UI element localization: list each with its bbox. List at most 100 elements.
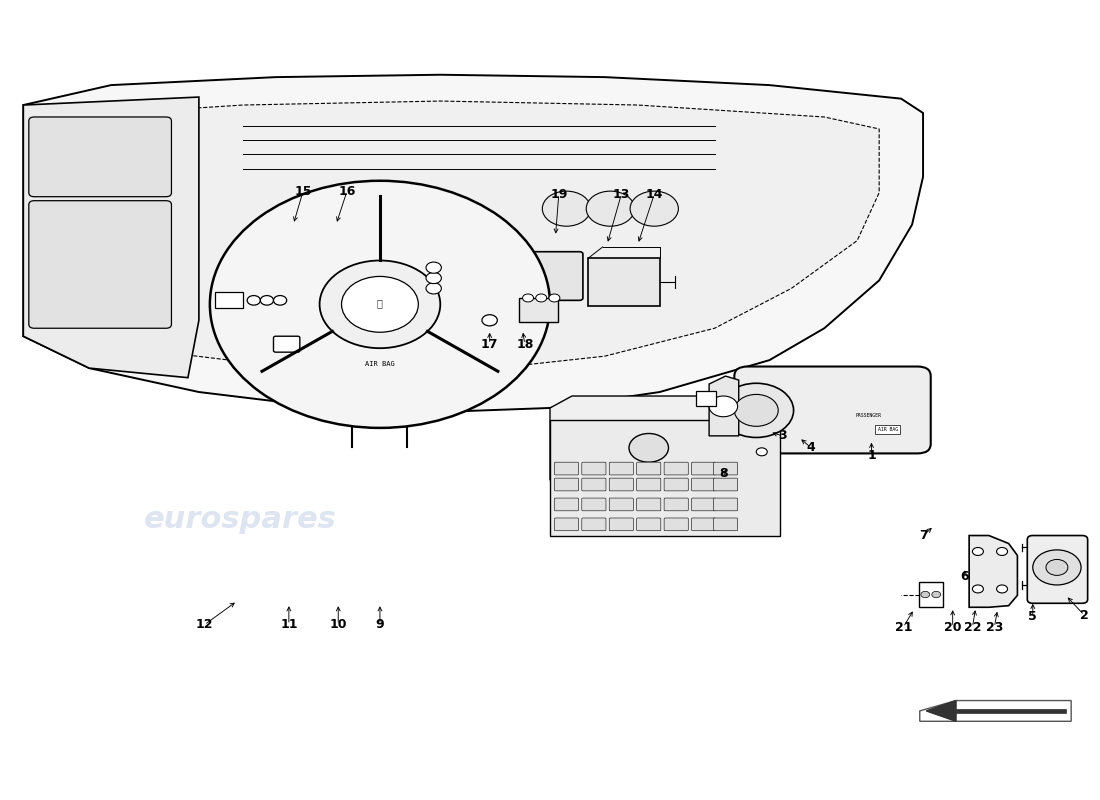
Circle shape: [586, 191, 635, 226]
Text: 3: 3: [779, 430, 786, 442]
Text: eurospares: eurospares: [550, 226, 742, 255]
FancyBboxPatch shape: [519, 298, 558, 322]
FancyBboxPatch shape: [692, 478, 716, 491]
Circle shape: [536, 294, 547, 302]
FancyBboxPatch shape: [714, 462, 738, 475]
FancyBboxPatch shape: [29, 117, 172, 197]
Text: 13: 13: [613, 188, 630, 201]
Text: 15: 15: [295, 185, 312, 198]
Text: eurospares: eurospares: [550, 505, 742, 534]
FancyBboxPatch shape: [588, 258, 660, 306]
FancyBboxPatch shape: [554, 498, 579, 511]
Circle shape: [997, 547, 1008, 555]
Text: AIR BAG: AIR BAG: [878, 427, 898, 432]
FancyBboxPatch shape: [696, 391, 716, 406]
Circle shape: [274, 295, 287, 305]
Text: 12: 12: [196, 618, 213, 631]
FancyBboxPatch shape: [714, 498, 738, 511]
Polygon shape: [926, 701, 956, 722]
Circle shape: [1046, 559, 1068, 575]
Text: 18: 18: [516, 338, 534, 350]
Circle shape: [921, 591, 929, 598]
FancyBboxPatch shape: [582, 462, 606, 475]
Circle shape: [710, 396, 738, 417]
Text: 22: 22: [964, 621, 981, 634]
FancyBboxPatch shape: [582, 518, 606, 530]
Polygon shape: [710, 376, 739, 436]
Circle shape: [1033, 550, 1081, 585]
Circle shape: [972, 547, 983, 555]
Circle shape: [932, 591, 940, 598]
FancyBboxPatch shape: [637, 478, 661, 491]
Circle shape: [972, 585, 983, 593]
FancyBboxPatch shape: [714, 478, 738, 491]
FancyBboxPatch shape: [216, 292, 243, 308]
Text: 14: 14: [646, 188, 663, 201]
Text: 16: 16: [339, 185, 355, 198]
FancyBboxPatch shape: [29, 201, 172, 328]
FancyBboxPatch shape: [692, 518, 716, 530]
Text: 20: 20: [944, 621, 961, 634]
Text: 5: 5: [1028, 610, 1037, 623]
Polygon shape: [56, 101, 879, 368]
Text: 17: 17: [481, 338, 498, 350]
Circle shape: [343, 277, 365, 292]
Text: 10: 10: [330, 618, 346, 631]
FancyBboxPatch shape: [664, 498, 689, 511]
Text: 🐎: 🐎: [377, 298, 383, 308]
FancyBboxPatch shape: [664, 518, 689, 530]
Circle shape: [629, 434, 669, 462]
FancyBboxPatch shape: [918, 582, 943, 607]
FancyBboxPatch shape: [508, 252, 583, 300]
Text: 11: 11: [280, 618, 298, 631]
Circle shape: [261, 295, 274, 305]
Circle shape: [719, 383, 793, 438]
FancyBboxPatch shape: [692, 462, 716, 475]
FancyBboxPatch shape: [637, 462, 661, 475]
Text: 6: 6: [960, 570, 969, 583]
Circle shape: [549, 294, 560, 302]
FancyBboxPatch shape: [554, 518, 579, 530]
Circle shape: [426, 273, 441, 284]
FancyBboxPatch shape: [609, 462, 634, 475]
Circle shape: [997, 585, 1008, 593]
Text: PASSENGER: PASSENGER: [856, 414, 881, 418]
FancyBboxPatch shape: [637, 518, 661, 530]
FancyBboxPatch shape: [554, 478, 579, 491]
FancyBboxPatch shape: [609, 498, 634, 511]
Circle shape: [341, 277, 418, 332]
Text: eurospares: eurospares: [144, 505, 337, 534]
Polygon shape: [550, 396, 769, 492]
FancyBboxPatch shape: [664, 462, 689, 475]
FancyBboxPatch shape: [664, 478, 689, 491]
Text: 21: 21: [894, 621, 912, 634]
Polygon shape: [969, 535, 1018, 607]
Text: 1: 1: [867, 450, 876, 462]
Text: 8: 8: [719, 467, 728, 480]
FancyBboxPatch shape: [692, 498, 716, 511]
FancyBboxPatch shape: [550, 420, 780, 535]
Circle shape: [522, 294, 534, 302]
Text: 7: 7: [918, 529, 927, 542]
FancyBboxPatch shape: [609, 518, 634, 530]
FancyBboxPatch shape: [735, 366, 931, 454]
Text: 4: 4: [806, 442, 815, 454]
Circle shape: [248, 295, 261, 305]
FancyBboxPatch shape: [274, 336, 300, 352]
FancyBboxPatch shape: [637, 498, 661, 511]
FancyBboxPatch shape: [582, 478, 606, 491]
Polygon shape: [956, 709, 1066, 714]
Circle shape: [482, 314, 497, 326]
FancyBboxPatch shape: [1027, 535, 1088, 603]
Circle shape: [757, 448, 768, 456]
Circle shape: [426, 262, 441, 274]
Text: 19: 19: [550, 188, 568, 201]
Text: eurospares: eurospares: [144, 226, 337, 255]
Text: 9: 9: [375, 618, 384, 631]
FancyBboxPatch shape: [714, 518, 738, 530]
FancyBboxPatch shape: [609, 478, 634, 491]
Polygon shape: [23, 97, 199, 378]
Text: 23: 23: [986, 621, 1003, 634]
Circle shape: [320, 261, 440, 348]
FancyBboxPatch shape: [582, 498, 606, 511]
